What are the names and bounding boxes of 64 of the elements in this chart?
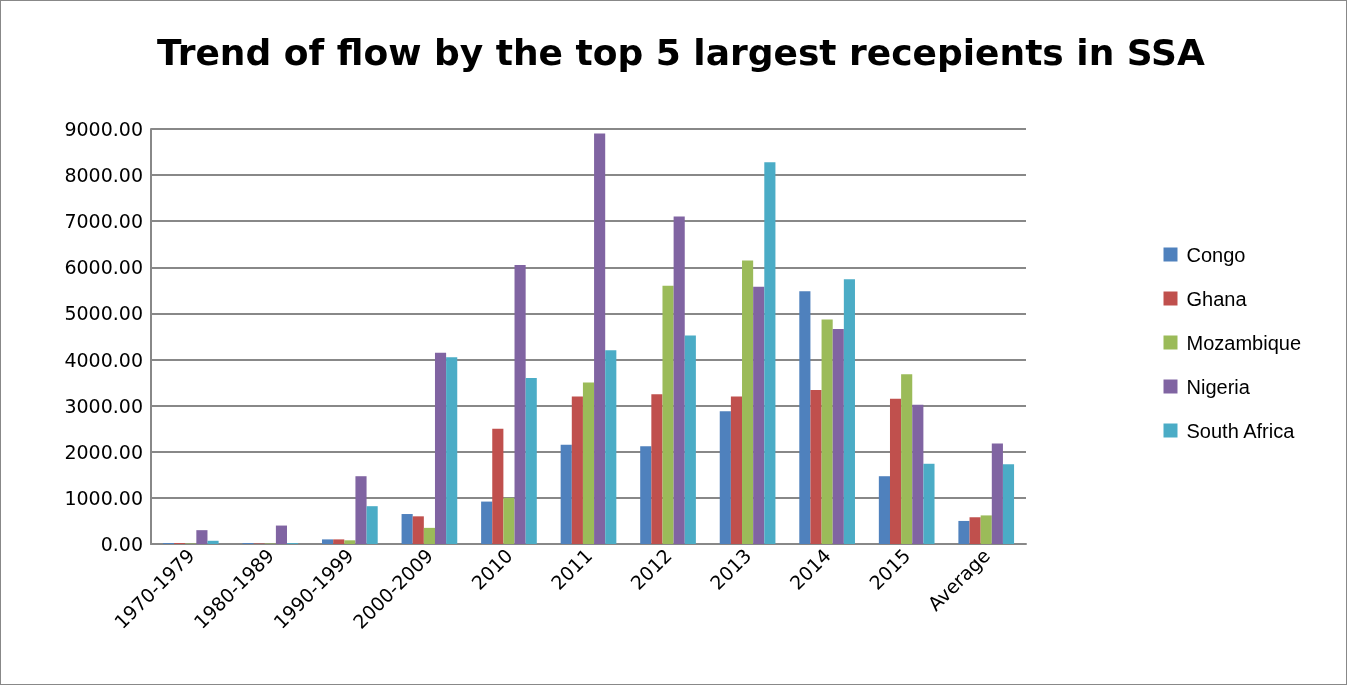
chart-title: Trend of flow by the top 5 largest recepients in SSA [157, 31, 1206, 73]
bar [525, 378, 537, 544]
bar [719, 411, 731, 544]
bar [651, 394, 663, 544]
bar [991, 443, 1003, 544]
y-tick-label: 5000.00 [64, 302, 143, 325]
legend-label: Nigeria [1186, 375, 1251, 398]
y-tick-label: 6000.00 [64, 256, 143, 279]
y-tick-label: 7000.00 [64, 210, 143, 233]
bar [923, 463, 935, 544]
bar [799, 291, 811, 544]
bar [322, 539, 334, 544]
y-tick-label: 0.00 [100, 533, 143, 555]
bar [423, 527, 435, 544]
bar [333, 539, 345, 544]
bar [1002, 464, 1015, 544]
bar [492, 428, 504, 544]
bar [594, 133, 606, 544]
bar [503, 497, 515, 544]
bar [514, 265, 526, 544]
legend-label: Mozambique [1186, 331, 1302, 354]
bar [366, 506, 378, 544]
bar [401, 514, 413, 544]
legend-label: Ghana [1186, 287, 1248, 310]
bar [810, 389, 822, 544]
bar [832, 329, 844, 544]
bar [969, 517, 981, 544]
bar [878, 476, 890, 544]
bar [684, 335, 696, 544]
bar [662, 285, 674, 544]
bar [571, 396, 583, 544]
y-tick-label: 2000.00 [64, 440, 143, 463]
bar [912, 404, 924, 544]
legend-label: Congo [1186, 243, 1246, 266]
bar [673, 216, 685, 544]
bar [434, 352, 447, 544]
bar [446, 357, 458, 544]
bar [582, 382, 595, 544]
bar [742, 260, 754, 544]
bar [207, 540, 219, 544]
bar [481, 501, 493, 544]
bar [196, 530, 208, 544]
y-tick-label: 3000.00 [64, 394, 143, 417]
bar [821, 319, 833, 544]
bar [730, 396, 743, 544]
bar [344, 540, 356, 544]
bar [889, 398, 902, 544]
bar [355, 476, 367, 544]
bar [753, 286, 765, 544]
bar [901, 374, 913, 544]
y-tick-label: 4000.00 [64, 348, 143, 371]
y-tick-label: 1000.00 [64, 486, 143, 509]
bar [980, 515, 992, 544]
legend-label: South Africa [1186, 419, 1296, 442]
bar [958, 520, 970, 544]
bar [640, 446, 652, 544]
bar [605, 350, 617, 544]
bar [764, 162, 776, 544]
bar [275, 525, 288, 544]
y-tick-label: 9000.00 [64, 118, 143, 140]
bar [843, 279, 855, 544]
y-tick-label: 8000.00 [64, 164, 143, 187]
bar [560, 444, 572, 544]
bar [412, 516, 424, 544]
